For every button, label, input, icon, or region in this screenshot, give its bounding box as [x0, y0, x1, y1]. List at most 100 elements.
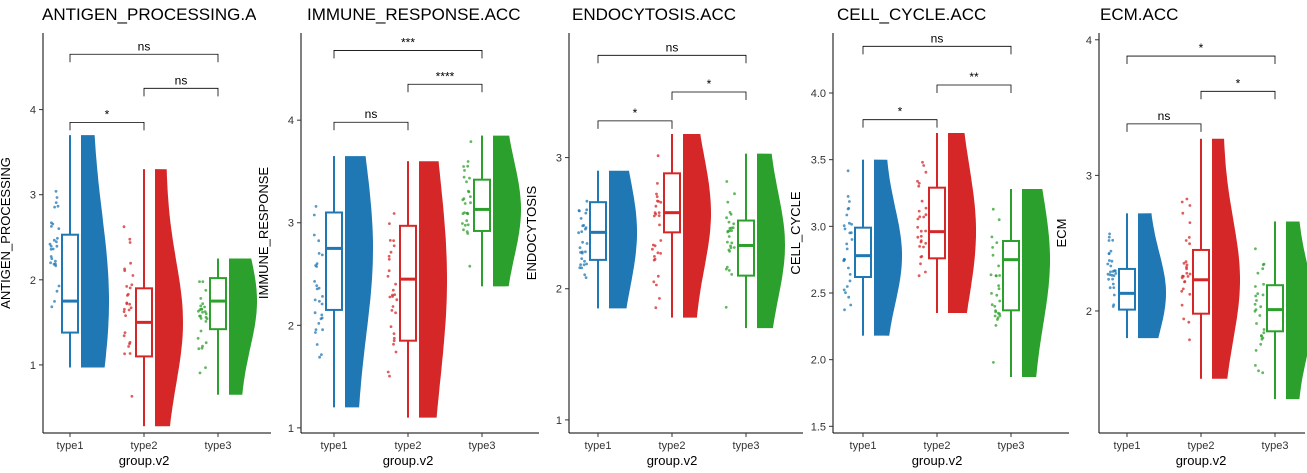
data-point: [922, 215, 926, 219]
significance-label: ***: [401, 35, 415, 49]
data-point: [123, 352, 126, 356]
data-point: [848, 279, 852, 283]
data-point: [128, 237, 132, 241]
data-point: [49, 255, 53, 258]
density-half-violin: [1138, 213, 1166, 339]
box-iqr: [61, 233, 79, 334]
data-point: [1254, 294, 1258, 298]
data-point: [390, 309, 394, 312]
data-point: [658, 223, 661, 227]
density-half-violin: [1286, 221, 1307, 400]
data-point: [313, 298, 317, 302]
data-point: [843, 308, 846, 312]
y-tick-label: 4: [288, 115, 294, 127]
data-point: [990, 303, 994, 307]
panel-title: ANTIGEN_PROCESSING.A: [42, 5, 257, 24]
data-point: [1112, 303, 1116, 307]
x-tick-label: type1: [1114, 440, 1141, 452]
significance-label: ns: [931, 31, 944, 45]
data-point: [916, 225, 920, 229]
data-point: [465, 219, 469, 223]
data-point: [652, 280, 656, 284]
data-point: [850, 238, 854, 241]
data-point: [388, 239, 392, 242]
y-axis-title: ANTIGEN_PROCESSING: [0, 157, 13, 309]
data-point: [50, 225, 53, 228]
data-point: [1111, 238, 1115, 242]
data-point: [128, 342, 131, 346]
data-point: [461, 212, 465, 216]
y-tick-label: 1: [288, 423, 294, 435]
data-point: [465, 180, 468, 184]
x-tick-label: type3: [205, 440, 232, 452]
data-point: [54, 189, 58, 193]
panel-3: ENDOCYTOSIS.ACC 1 2 3 ENDOCYTOSIS type1 type2 t…: [524, 5, 803, 468]
data-point: [55, 244, 59, 248]
data-point: [122, 334, 126, 338]
box-iqr: [928, 186, 946, 260]
data-point: [993, 304, 997, 308]
significance-bracket: [69, 53, 219, 63]
data-point: [994, 274, 998, 278]
data-point: [317, 322, 321, 325]
density-half-violin: [1022, 189, 1050, 377]
data-point: [462, 175, 466, 179]
significance-label: *: [105, 107, 110, 121]
data-point: [1188, 242, 1191, 246]
data-point: [392, 212, 396, 215]
data-point: [466, 223, 470, 227]
data-point: [201, 302, 205, 306]
box-iqr: [1002, 240, 1020, 312]
data-point: [463, 169, 466, 172]
data-point: [989, 273, 993, 277]
significance-bracket: [862, 119, 938, 128]
significance-label: ns: [666, 40, 679, 54]
data-point: [848, 273, 852, 276]
panel-title: ECM.ACC: [1100, 5, 1178, 24]
data-point: [52, 238, 56, 242]
significance-bracket: [143, 87, 219, 97]
significance-label: ns: [175, 73, 188, 87]
x-axis-title: group.v2: [912, 453, 963, 468]
data-point: [199, 317, 203, 320]
x-tick-label: type3: [469, 440, 496, 452]
significance-bracket: [936, 84, 1012, 93]
data-point: [918, 245, 921, 248]
data-point: [391, 295, 394, 298]
data-point: [1258, 314, 1262, 317]
data-point: [1259, 305, 1263, 309]
data-point: [1260, 337, 1264, 341]
data-point: [845, 247, 849, 251]
data-point: [1261, 267, 1265, 271]
data-point: [1188, 292, 1192, 296]
data-point: [1108, 232, 1111, 236]
significance-label: ns: [1158, 109, 1171, 123]
data-point: [1257, 369, 1260, 373]
data-point: [468, 264, 472, 268]
data-point: [1109, 264, 1113, 268]
x-tick-label: type3: [1262, 440, 1289, 452]
data-point: [197, 347, 201, 351]
y-tick-label: 4: [30, 105, 36, 117]
data-point: [580, 230, 584, 234]
data-point: [1185, 265, 1188, 269]
data-point: [123, 307, 126, 311]
data-point: [842, 288, 846, 292]
data-point: [392, 342, 395, 346]
panel-1: ANTIGEN_PROCESSING.A 1 2 3 4 ANTIGEN_PROCESSI…: [0, 5, 271, 468]
box-iqr: [473, 178, 491, 232]
data-point: [462, 228, 465, 232]
data-point: [319, 317, 323, 321]
data-point: [1181, 287, 1185, 291]
data-point: [991, 207, 995, 211]
data-point: [386, 370, 390, 374]
data-point: [128, 352, 132, 355]
data-point: [394, 311, 397, 315]
data-point: [732, 246, 736, 249]
data-point: [924, 270, 927, 274]
data-point: [51, 222, 55, 226]
density-half-violin: [757, 153, 785, 329]
data-point: [919, 229, 923, 233]
data-point: [466, 164, 470, 168]
data-point: [656, 182, 659, 185]
